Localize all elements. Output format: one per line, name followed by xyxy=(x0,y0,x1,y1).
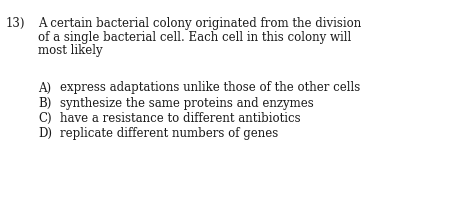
Text: 13): 13) xyxy=(6,17,26,30)
Text: synthesize the same proteins and enzymes: synthesize the same proteins and enzymes xyxy=(60,97,314,109)
Text: replicate different numbers of genes: replicate different numbers of genes xyxy=(60,126,278,140)
Text: of a single bacterial cell. Each cell in this colony will: of a single bacterial cell. Each cell in… xyxy=(38,31,351,43)
Text: have a resistance to different antibiotics: have a resistance to different antibioti… xyxy=(60,112,301,124)
Text: B): B) xyxy=(38,97,51,109)
Text: D): D) xyxy=(38,126,52,140)
Text: A): A) xyxy=(38,81,51,95)
Text: A certain bacterial colony originated from the division: A certain bacterial colony originated fr… xyxy=(38,17,361,30)
Text: C): C) xyxy=(38,112,52,124)
Text: most likely: most likely xyxy=(38,44,103,57)
Text: express adaptations unlike those of the other cells: express adaptations unlike those of the … xyxy=(60,81,360,95)
